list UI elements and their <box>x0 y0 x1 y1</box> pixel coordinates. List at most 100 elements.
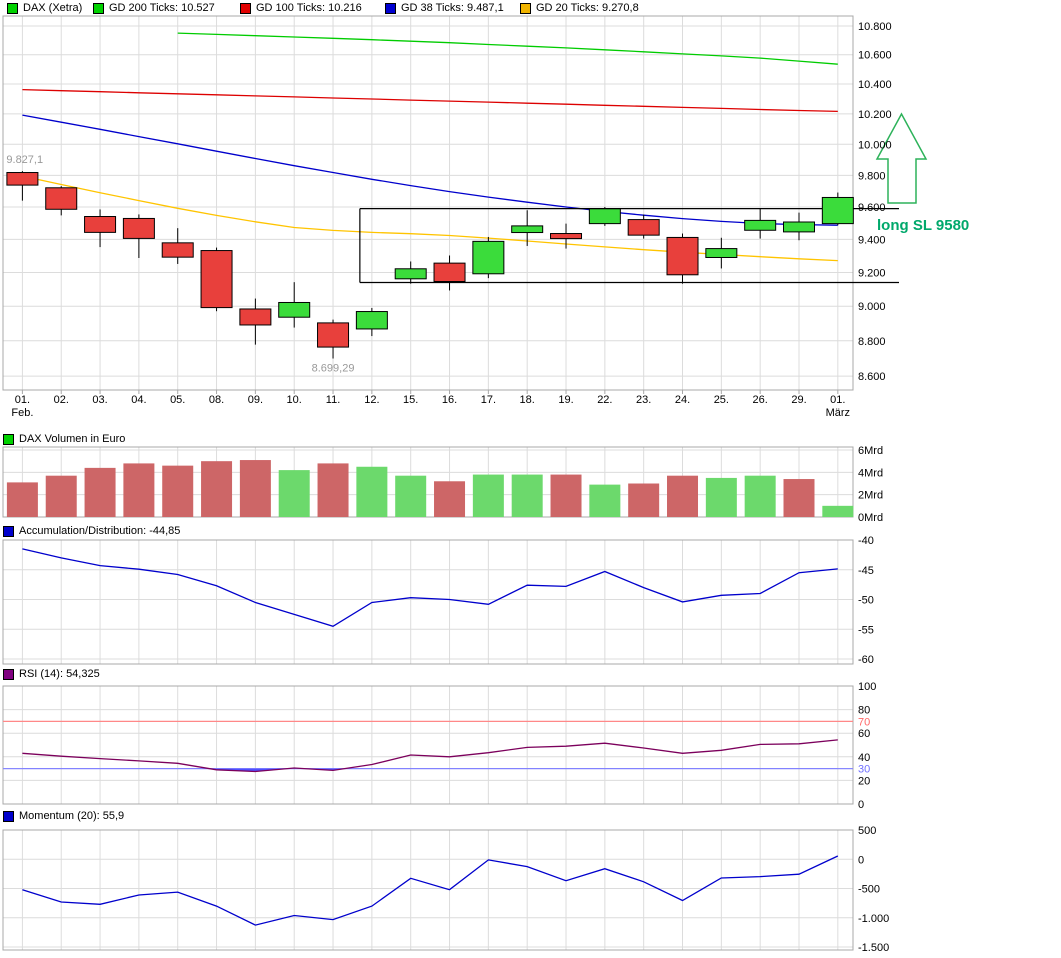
candle-body <box>705 248 738 258</box>
candle-body <box>588 208 621 225</box>
volume-bar <box>822 505 854 517</box>
date-tick-label: 26. <box>753 394 768 406</box>
price-tick-label: 10.200 <box>858 109 892 121</box>
volume-bar <box>783 479 815 517</box>
ad-tick-label: -40 <box>858 535 874 547</box>
legend-item-momentum: Momentum (20): 55,9 <box>3 810 124 822</box>
price-tick-label: 9.400 <box>858 234 886 246</box>
up-arrow-annotation <box>875 112 928 204</box>
volume-bar <box>317 463 349 517</box>
legend-item-gd20: GD 20 Ticks: 9.270,8 <box>520 2 639 14</box>
volume-swatch <box>3 433 14 445</box>
legend-item-accumulation-distribution: Accumulation/Distribution: -44,85 <box>3 525 180 537</box>
candle-body <box>550 233 583 240</box>
volume-bar <box>511 474 543 517</box>
ma-line-gd-200-ticks <box>177 32 838 65</box>
volume-tick-label: 6Mrd <box>858 445 883 457</box>
candle-body <box>200 250 233 309</box>
date-axis: 01. 02. 03. 04. 05. 08. 09. 10. 11. 12. 15. 16. 17. 1… <box>11 394 850 419</box>
date-tick-label: 16. <box>442 394 457 406</box>
date-tick-label: 08. <box>209 394 224 406</box>
ma-line-gd-38-ticks <box>22 114 838 226</box>
legend-label-gd200: GD 200 Ticks: 10.527 <box>109 2 215 14</box>
ma-line-gd-20-ticks <box>22 175 838 262</box>
price-tick-label: 9.200 <box>858 267 886 279</box>
volume-bar <box>472 474 504 517</box>
volume-bar <box>278 470 310 517</box>
candle-body <box>394 268 427 280</box>
volume-bar <box>239 460 271 517</box>
price-tick-label: 10.600 <box>858 50 892 62</box>
date-tick-label: 17. <box>481 394 496 406</box>
price-tick-label: 10.000 <box>858 139 892 151</box>
legend-label-gd38: GD 38 Ticks: 9.487,1 <box>401 2 504 14</box>
rsi-tick-label: 80 <box>858 705 870 717</box>
rsi-tick-label: 100 <box>858 681 876 693</box>
momentum-swatch <box>3 810 14 822</box>
legend-item-gd200: GD 200 Ticks: 10.527 <box>93 2 215 14</box>
ad-swatch <box>3 525 14 537</box>
ad-tick-label: -55 <box>858 624 874 636</box>
candle-body <box>317 322 350 348</box>
ad-tick-label: -50 <box>858 595 874 607</box>
ma-line-gd-100-ticks <box>22 88 838 113</box>
legend-label-gd100: GD 100 Ticks: 10.216 <box>256 2 362 14</box>
gd100-swatch <box>240 2 251 14</box>
accumulation-distribution-line <box>22 548 838 628</box>
candle-body <box>472 240 505 275</box>
date-tick-label: 01. <box>830 394 845 406</box>
legend-item-gd100: GD 100 Ticks: 10.216 <box>240 2 362 14</box>
volume-bar <box>45 475 77 517</box>
date-tick-label: 10. <box>287 394 302 406</box>
volume-bar <box>705 477 737 517</box>
legend-label-dax: DAX (Xetra) <box>23 2 83 14</box>
date-tick-label: 09. <box>248 394 263 406</box>
legend-item-gd38: GD 38 Ticks: 9.487,1 <box>385 2 504 14</box>
candle-body <box>627 219 660 236</box>
high-price-label: 9.827,1 <box>6 154 43 166</box>
candle-body <box>783 221 815 233</box>
legend-label-momentum: Momentum (20): 55,9 <box>19 810 125 822</box>
rsi-tick-label: 20 <box>858 775 870 787</box>
date-tick-label: 22. <box>597 394 612 406</box>
candle-body <box>433 262 466 283</box>
volume-bar <box>744 475 776 517</box>
volume-bar <box>123 463 155 517</box>
candle-body <box>821 196 854 225</box>
moving-average-lines <box>22 32 838 262</box>
momentum-tick-label: -1.000 <box>858 913 889 925</box>
candle-body <box>45 187 78 210</box>
ad-tick-label: -60 <box>858 654 874 666</box>
price-tick-label: 9.600 <box>858 202 886 214</box>
month-label: Feb. <box>11 407 33 419</box>
volume-bar <box>667 475 699 517</box>
candle-body <box>278 301 311 318</box>
volume-tick-label: 4Mrd <box>858 467 883 479</box>
candle-body <box>161 242 194 258</box>
rsi-tick-label: 40 <box>858 752 870 764</box>
rsi-tick-label: 70 <box>858 716 870 728</box>
candle-body <box>122 217 155 239</box>
volume-bar <box>162 465 194 517</box>
momentum-tick-label: 0 <box>858 854 864 866</box>
rsi-line <box>22 739 838 773</box>
candle-body <box>239 308 272 326</box>
volume-bar <box>589 484 621 517</box>
legend-label-volume: DAX Volumen in Euro <box>19 433 126 445</box>
price-tick-label: 8.800 <box>858 336 886 348</box>
candle-body <box>6 172 39 186</box>
date-tick-label: 03. <box>92 394 107 406</box>
candle-body <box>84 216 117 233</box>
candle-body <box>511 225 544 234</box>
date-tick-label: 19. <box>558 394 573 406</box>
volume-tick-label: 2Mrd <box>858 490 883 502</box>
legend-label-gd20: GD 20 Ticks: 9.270,8 <box>536 2 639 14</box>
legend-label-ad: Accumulation/Distribution: -44,85 <box>19 525 181 537</box>
rsi-tick-label: 60 <box>858 728 870 740</box>
date-tick-label: 12. <box>364 394 379 406</box>
price-tick-label: 10.800 <box>858 21 892 33</box>
volume-bar <box>201 461 233 517</box>
date-tick-label: 18. <box>520 394 535 406</box>
